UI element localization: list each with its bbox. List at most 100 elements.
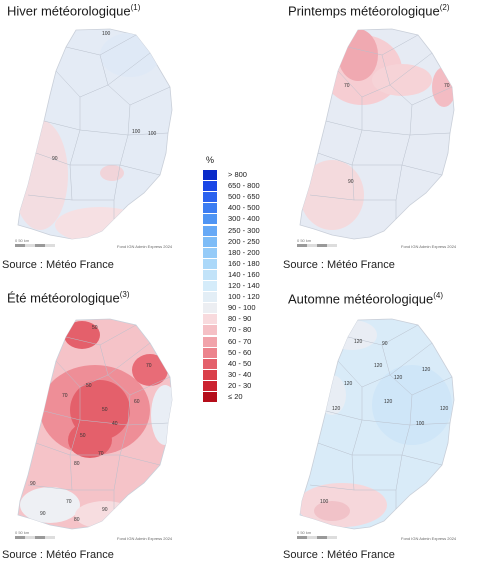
panel-note: (1): [130, 3, 141, 12]
scale-bar: [15, 244, 55, 247]
isoline-label: 50: [102, 407, 108, 413]
isoline-label: 70: [98, 451, 104, 457]
legend-swatch: [203, 336, 217, 347]
isoline-labels: 50 70 50 60 70 50 40 50 70 80 90 70 90 80 90: [30, 325, 152, 523]
legend-swatch: [203, 358, 217, 369]
source-text: Source : Météo France: [283, 259, 395, 271]
legend-label: 50 - 60: [228, 347, 252, 357]
isoline-label: 100: [132, 129, 141, 135]
panel-title-text: Automne météorologique: [288, 291, 434, 307]
legend-swatch: [203, 325, 217, 336]
legend-swatch: [203, 292, 217, 303]
legend-item: 60 - 70: [203, 336, 283, 348]
isoline-label: 120: [422, 367, 431, 373]
department-borders: [309, 34, 453, 219]
legend-label: 30 - 40: [228, 369, 252, 379]
isoline-label: 90: [30, 481, 36, 487]
isoline-label: 120: [440, 406, 449, 412]
legend-label: 90 - 100: [228, 303, 256, 313]
legend-swatch: [203, 214, 217, 225]
legend-item: > 800: [203, 170, 283, 181]
legend-item: 140 - 160: [203, 269, 283, 281]
isoline-labels: 100 100 100 90: [52, 31, 157, 162]
panel-title-summer: Été météorologique(3): [7, 290, 130, 305]
legend-swatch: [203, 269, 217, 280]
legend-swatch: [203, 203, 217, 214]
panel-title-autumn: Automne météorologique(4): [288, 291, 443, 306]
legend-item: 180 - 200: [203, 247, 283, 259]
panel-title-text: Printemps météorologique: [288, 3, 440, 19]
legend-item: 200 - 250: [203, 236, 283, 248]
source-text: Source : Météo France: [2, 259, 114, 271]
legend-label: 250 - 300: [228, 225, 260, 235]
isoline-label: 90: [102, 507, 108, 513]
isoline-label: 70: [146, 363, 152, 369]
isoline-label: 80: [74, 517, 80, 523]
department-borders: [27, 34, 171, 219]
legend-swatch: [203, 247, 217, 258]
legend-swatch: [203, 170, 217, 180]
source-text: Source : Météo France: [283, 549, 395, 561]
legend-swatch: [203, 181, 217, 192]
isoline-label: 70: [444, 83, 450, 89]
map-credit: Fond IGN Admin Express 2024: [117, 244, 173, 249]
department-borders: [27, 324, 171, 509]
legend-label: 160 - 180: [228, 258, 260, 268]
legend-swatch: [203, 236, 217, 247]
legend-swatch: [203, 303, 217, 314]
isoline-label: 120: [394, 375, 403, 381]
legend-label: 70 - 80: [228, 325, 252, 335]
legend-item: 500 - 650: [203, 192, 283, 203]
legend-swatch: [203, 392, 217, 402]
legend-label: 400 - 500: [228, 203, 260, 213]
panel-title-text: Été météorologique: [7, 290, 120, 306]
isoline-label: 90: [52, 156, 58, 162]
legend-swatch: [203, 369, 217, 380]
map-winter: 100 100 100 90: [17, 28, 173, 240]
legend-label: 500 - 650: [228, 192, 260, 202]
isoline-label: 120: [354, 339, 363, 345]
legend-item: 20 - 30: [203, 380, 283, 392]
panel-note: (3): [119, 290, 130, 299]
legend-swatch: [203, 314, 217, 325]
legend-item: 250 - 300: [203, 225, 283, 237]
map-spring: 70 70 90: [299, 28, 455, 240]
legend-item: 160 - 180: [203, 258, 283, 270]
map-summer: 50 70 50 60 70 50 40 50 70 80 90 70 90 80 90: [17, 318, 173, 530]
legend-label: 200 - 250: [228, 236, 260, 246]
isoline-label: 90: [348, 179, 354, 185]
department-borders: [309, 324, 453, 509]
scale-bar-label: 0 50 km: [297, 238, 312, 243]
panel-title-spring: Printemps météorologique(2): [288, 3, 450, 18]
legend-label: 20 - 30: [228, 380, 252, 390]
isoline-label: 50: [80, 433, 86, 439]
isoline-label: 60: [134, 399, 140, 405]
legend-label: 100 - 120: [228, 292, 260, 302]
scale-bar: [15, 536, 55, 539]
legend-item: ≤ 20: [203, 392, 283, 403]
legend-item: 70 - 80: [203, 325, 283, 336]
isoline-label: 120: [374, 363, 383, 369]
scale-bar: [297, 536, 337, 539]
isoline-label: 100: [320, 499, 329, 505]
source-text: Source : Météo France: [2, 549, 114, 561]
isoline-label: 80: [74, 461, 80, 467]
legend-swatch: [203, 281, 217, 291]
scale-bar: [297, 244, 337, 247]
panel-note: (2): [439, 3, 450, 12]
panel-title-winter: Hiver météorologique(1): [7, 3, 140, 18]
isoline-label: 120: [344, 381, 353, 387]
isoline-label: 70: [344, 83, 350, 89]
isoline-label: 100: [416, 421, 425, 427]
map-credit: Fond IGN Admin Express 2024: [117, 536, 173, 541]
legend-item: 120 - 140: [203, 281, 283, 292]
isoline-label: 100: [148, 131, 157, 137]
legend-item: 650 - 800: [203, 181, 283, 192]
legend-label: 300 - 400: [228, 214, 260, 224]
isoline-labels: 70 70 90: [344, 83, 450, 185]
legend-label: > 800: [228, 170, 247, 179]
legend-swatch: [203, 258, 217, 269]
panel-title-text: Hiver météorologique: [7, 3, 131, 19]
panel-note: (4): [433, 291, 444, 300]
legend-item: 30 - 40: [203, 369, 283, 381]
